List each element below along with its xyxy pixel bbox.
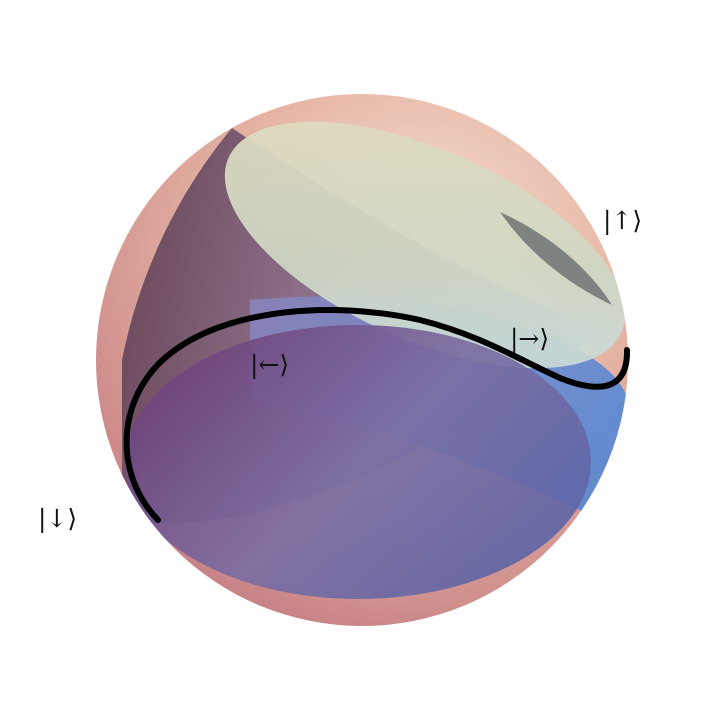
ket-left-label: |←⟩ <box>250 350 290 379</box>
trajectory-curve <box>123 307 631 523</box>
ket-down-label: |↓⟩ <box>38 504 78 533</box>
ket-up-label: |↑⟩ <box>603 206 643 235</box>
upper-cap <box>224 121 626 369</box>
lower-cap <box>125 325 591 599</box>
ket-right-label: |→⟩ <box>510 324 550 353</box>
upper-crescent <box>500 212 612 305</box>
